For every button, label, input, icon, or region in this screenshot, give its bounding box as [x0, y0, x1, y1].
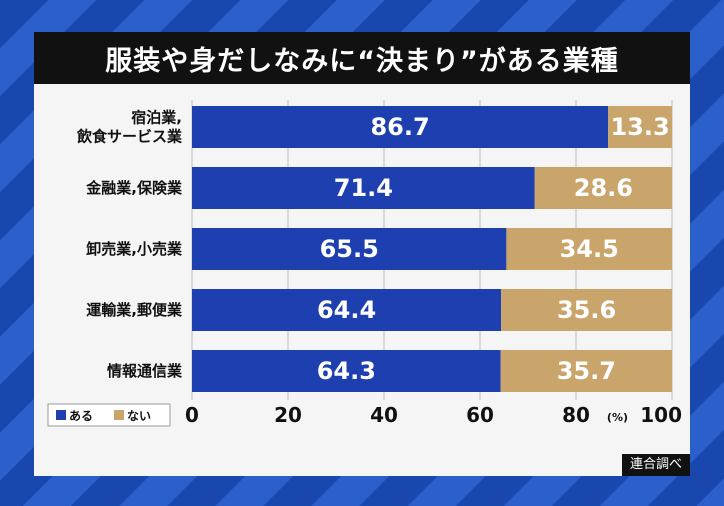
- legend-box: [47, 403, 171, 427]
- legend-label-ない: ない: [127, 409, 151, 423]
- data-label-ある-3: 64.4: [317, 296, 376, 324]
- data-label-ない-0: 13.3: [610, 113, 669, 141]
- bar-ある-0: [192, 106, 609, 148]
- legend-swatch-ない: [114, 410, 124, 420]
- legend-label-ある: ある: [69, 409, 93, 423]
- data-label-ない-4: 35.7: [557, 357, 616, 385]
- tick-label-100: 100: [640, 403, 682, 427]
- source-note: 連合調べ: [621, 454, 690, 476]
- category-label-3-0: 運輸業,郵便業: [86, 301, 183, 319]
- bar-ある-2: [192, 228, 507, 270]
- data-label-ない-1: 28.6: [574, 174, 633, 202]
- bar-ない-4: [500, 350, 672, 392]
- category-label-1-0: 金融業,保険業: [85, 179, 183, 197]
- tick-label-80: 80: [562, 403, 590, 427]
- category-label-0-0: 宿泊業,: [131, 109, 182, 127]
- bars-group: 86.7 13.3 71.4 28.6 65.5 34.5 64.4 35.6 64.3 35.7: [192, 106, 672, 392]
- data-label-ある-1: 71.4: [334, 174, 393, 202]
- x-axis-ticks: 0 20 40 60 80 100 (%): [185, 403, 682, 427]
- category-label-4-0: 情報通信業: [107, 362, 183, 380]
- data-label-ない-3: 35.6: [557, 296, 616, 324]
- legend-swatch-ある: [56, 410, 66, 420]
- bar-ある-1: [192, 167, 535, 209]
- data-label-ある-2: 65.5: [320, 235, 379, 263]
- legend: ある ない: [47, 403, 171, 427]
- tick-label-20: 20: [274, 403, 302, 427]
- bar-chart: 86.7 13.3 71.4 28.6 65.5 34.5 64.4 35.6 64.3 35.7…: [47, 100, 682, 427]
- category-label-2-0: 卸売業,小売業: [86, 240, 183, 258]
- bar-ある-4: [192, 350, 501, 392]
- tick-label-60: 60: [466, 403, 494, 427]
- bar-ない-2: [506, 228, 672, 270]
- tick-label-40: 40: [370, 403, 398, 427]
- bar-ある-3: [192, 289, 502, 331]
- tick-label-0: 0: [185, 403, 199, 427]
- chart-title: 服装や身だしなみに“決まり”がある業種: [34, 32, 690, 84]
- bar-ない-1: [534, 167, 672, 209]
- data-label-ない-2: 34.5: [560, 235, 619, 263]
- chart-panel: 86.7 13.3 71.4 28.6 65.5 34.5 64.4 35.6 64.3 35.7…: [34, 84, 690, 476]
- bar-ない-0: [608, 106, 672, 148]
- data-label-ある-0: 86.7: [370, 113, 429, 141]
- axis-unit-label: (%): [607, 411, 628, 424]
- bar-ない-3: [501, 289, 672, 331]
- category-label-0-1: 飲食サービス業: [76, 128, 183, 146]
- data-label-ある-4: 64.3: [317, 357, 376, 385]
